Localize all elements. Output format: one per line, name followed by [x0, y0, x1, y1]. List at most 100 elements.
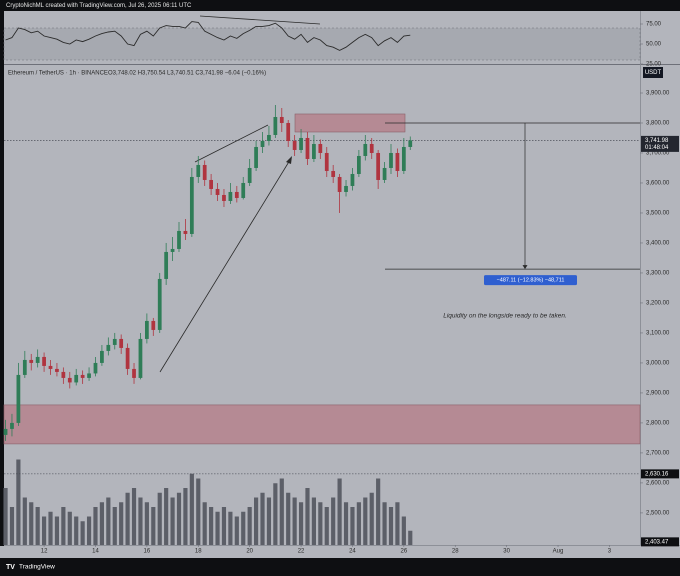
volume-bar [9, 507, 15, 545]
volume-bar [382, 502, 387, 545]
volume-bar [54, 516, 60, 545]
volume-bar [125, 492, 130, 545]
candle-body [119, 338, 124, 348]
candle-body [279, 116, 284, 123]
volume-bar [93, 507, 98, 545]
volume-bar [388, 507, 394, 545]
candle-body [363, 143, 368, 156]
volume-bar [41, 516, 47, 545]
volume-bar [176, 492, 182, 545]
volume-bar [86, 516, 92, 545]
x-tick-label: 26 [401, 549, 408, 555]
candle-body [305, 137, 310, 159]
volume-bar [318, 502, 323, 545]
volume-bar [234, 516, 239, 545]
candle-body [202, 164, 207, 180]
volume-bar [209, 507, 214, 545]
candle-body [324, 152, 329, 171]
candle-body [55, 368, 59, 372]
volume-bar [311, 497, 316, 545]
chart-area [4, 11, 680, 546]
candle-body [376, 152, 381, 180]
arrow-head [286, 156, 292, 164]
currency-box [643, 67, 663, 78]
candle-body [10, 422, 14, 429]
candle-body [382, 167, 387, 180]
candle-body [401, 146, 406, 171]
candle-body [29, 359, 34, 363]
rsi-line [5, 21, 411, 51]
y-tick-label: 3,400.00 [646, 241, 670, 247]
volume-bar [408, 530, 413, 545]
ohlc: O3,748.02 H3,750.54 L3,740.51 C3,741.98 … [108, 71, 266, 77]
y-tick-label: 2,600.00 [646, 480, 670, 486]
x-tick-label: 30 [503, 549, 510, 555]
candle-body [106, 344, 111, 351]
candle-body [151, 320, 156, 330]
candle-body [170, 248, 175, 252]
brand: TradingView [19, 564, 55, 571]
trendline [194, 124, 269, 163]
measure-label: −487.11 (−12.83%) −48,711 [497, 278, 565, 284]
x-tick-label: 28 [452, 549, 459, 555]
volume-bar [99, 502, 104, 545]
rsi-tick-label: 50.00 [646, 42, 662, 48]
volume-bar [189, 473, 194, 545]
candle-body [209, 179, 213, 189]
candle-body [408, 140, 413, 147]
volume-bar [170, 497, 175, 545]
volume-bar [260, 492, 265, 545]
volume-bar [131, 488, 137, 545]
candle-body [61, 371, 66, 378]
candle-body [356, 155, 361, 174]
y-tick-label: 3,200.00 [646, 301, 670, 307]
y-tick-label: 3,800.00 [646, 121, 670, 127]
volume-bar [35, 507, 40, 545]
candle-body [189, 176, 194, 234]
volume-bar [29, 502, 34, 545]
candle-body [254, 146, 258, 168]
measure-arrow-head [522, 265, 528, 270]
candle-body [164, 251, 169, 279]
volume-bar [106, 497, 111, 545]
y-tick-label: 3,100.00 [646, 331, 670, 337]
volume-bar [241, 511, 246, 545]
volume-bar [138, 497, 143, 545]
volume-bar [253, 497, 259, 545]
rsi-tick-label: 25.00 [646, 62, 662, 68]
rsi-tick-label: 75.00 [646, 22, 662, 28]
x-tick-label: 24 [349, 549, 356, 555]
volume-bar [202, 502, 207, 545]
volume-bar [164, 488, 169, 545]
candle-body [93, 362, 98, 374]
volume-bar [376, 478, 381, 545]
candle-body [42, 356, 46, 366]
measure-label-box [484, 275, 577, 286]
volume-bar [266, 497, 272, 545]
candle-body [157, 278, 162, 330]
candle-body [100, 350, 104, 363]
arrow-line [159, 159, 291, 373]
x-tick-label: 20 [246, 549, 253, 555]
symbol: Ethereum / TetherUS · 1h · BINANCE [8, 71, 108, 77]
volume-bar [112, 507, 117, 545]
x-tick-label: 18 [195, 549, 202, 555]
caption: CryptoNichML created with TradingView.co… [6, 3, 192, 9]
annotation: Liquidity on the longside ready to be ta… [443, 313, 567, 320]
candle-body [273, 116, 278, 135]
candle-body [125, 347, 130, 369]
y-tick-label: 3,000.00 [646, 361, 670, 367]
volume-bar [144, 502, 149, 545]
volume-bar [80, 521, 85, 545]
volume-bar [215, 511, 220, 545]
candle-body [16, 374, 21, 423]
candle-body [67, 377, 72, 383]
volume-bar [343, 502, 349, 545]
price-label-box [641, 469, 679, 479]
volume-bar [22, 497, 27, 545]
y-tick-label: 2,700.00 [646, 450, 670, 456]
volume-bar [369, 492, 374, 545]
volume-bar [48, 511, 53, 545]
candle-body [87, 373, 91, 378]
